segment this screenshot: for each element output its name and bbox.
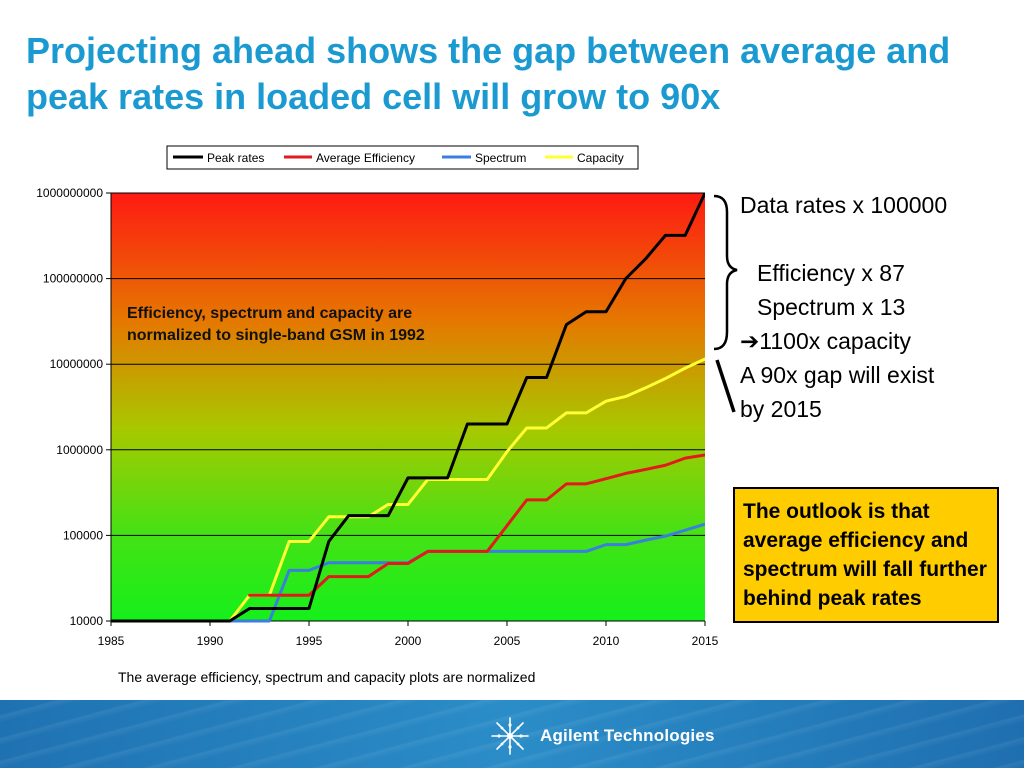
series-line-capacity: [111, 357, 705, 623]
capacity-note: ➔1100x capacity: [740, 324, 911, 358]
slide-title: Projecting ahead shows the gap between a…: [26, 30, 951, 117]
efficiency-note: Efficiency x 87: [757, 260, 905, 286]
legend-label-spectrum: Spectrum: [475, 151, 526, 165]
legend-label-average-efficiency: Average Efficiency: [316, 151, 415, 165]
outlook-callout: The outlook is that average efficiency a…: [733, 487, 999, 623]
spectrum-note: Spectrum x 13: [757, 294, 906, 320]
x-tick-label: 2005: [494, 634, 521, 648]
agilent-logo: Agilent Technologies: [490, 716, 715, 756]
legend-label-capacity: Capacity: [577, 151, 624, 165]
x-tick-label: 2010: [593, 634, 620, 648]
y-tick-label: 100000000: [43, 272, 103, 286]
capacity-note-text: 1100x capacity: [759, 328, 912, 354]
gap-pointer-line: [715, 359, 736, 413]
chart-caption: The average efficiency, spectrum and cap…: [118, 669, 535, 685]
legend: Peak rates Average Efficiency Spectrum C…: [166, 145, 639, 170]
legend-label-peak-rates: Peak rates: [207, 151, 264, 165]
legend-box: [166, 145, 639, 170]
plot-area: [111, 193, 705, 621]
agilent-spark-icon: [491, 717, 529, 755]
normalization-annotation: Efficiency, spectrum and capacity are no…: [127, 305, 425, 344]
x-tick-label: 2000: [395, 634, 422, 648]
peak-vs-average-chart: 10000 100000 1000000 10000000 100000000 10000…: [36, 145, 738, 685]
y-tick-label: 100000: [63, 528, 103, 542]
y-tick-label: 10000000: [50, 357, 104, 371]
x-tick-label: 1990: [197, 634, 224, 648]
series-line-average-efficiency: [248, 453, 705, 597]
x-tick-label: 1995: [296, 634, 323, 648]
x-tick-label: 2015: [692, 634, 719, 648]
curly-brace: [713, 194, 738, 351]
y-tick-label: 1000000: [56, 443, 103, 457]
normalization-annotation-line2: normalized to single-band GSM in 1992: [127, 327, 425, 344]
brand-name: Agilent Technologies: [540, 726, 715, 745]
y-tick-label: 10000: [70, 614, 104, 628]
y-tick-label: 1000000000: [36, 186, 103, 200]
x-tick-label: 1985: [98, 634, 125, 648]
gap-note-line2: by 2015: [740, 396, 822, 422]
data-rates-note: Data rates x 100000: [740, 192, 948, 218]
normalization-annotation-line1: Efficiency, spectrum and capacity are: [127, 305, 412, 322]
right-arrow-icon: ➔: [740, 328, 760, 354]
gap-note-line1: A 90x gap will exist: [740, 362, 935, 388]
series-line-peak-rates: [111, 193, 705, 623]
